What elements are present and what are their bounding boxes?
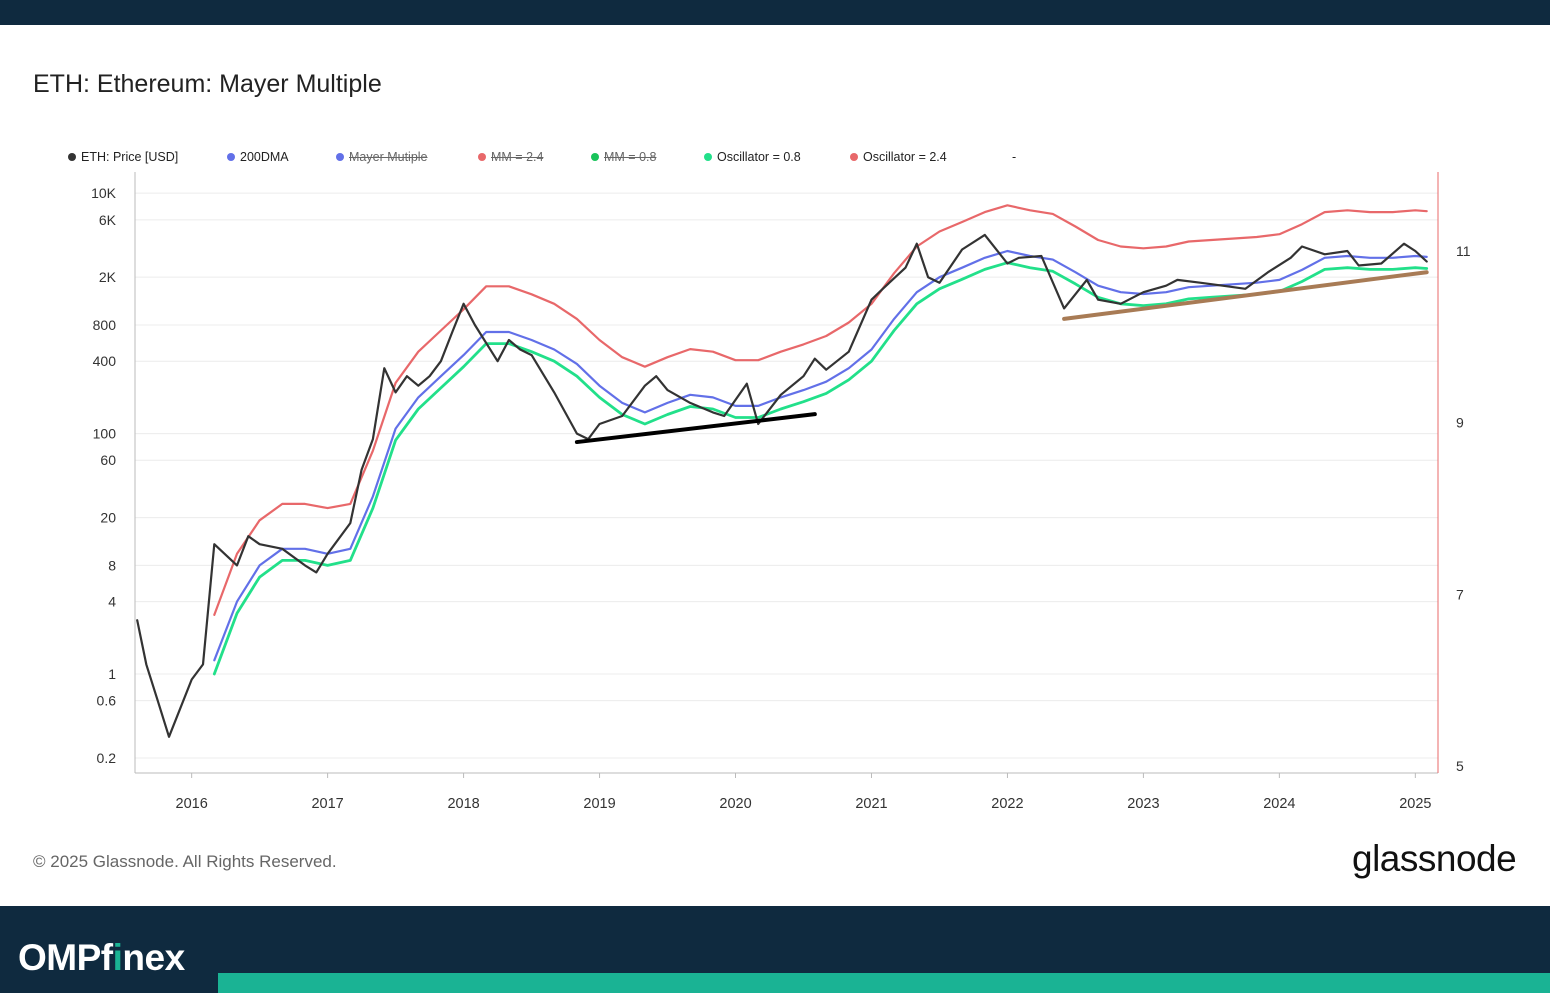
legend-dot-icon [478, 152, 486, 161]
x-tick-label: 2016 [176, 796, 208, 812]
legend-item-mm-2-4[interactable]: MM = 2.4 [478, 150, 543, 164]
y-tick-label: 4 [108, 594, 116, 610]
series-line [213, 204, 1428, 617]
legend-item-eth-price[interactable]: ETH: Price [USD] [68, 150, 178, 164]
legend-label: - [1012, 150, 1017, 164]
y-tick-label: 100 [93, 426, 117, 442]
legend-label: ETH: Price [USD] [81, 150, 179, 164]
y-tick-label: 8 [108, 557, 116, 573]
y-tick-label: 60 [100, 452, 116, 468]
series-line [212, 261, 1429, 676]
top-bar [0, 0, 1550, 25]
ompfinex-logo: OMPfinex [18, 937, 185, 979]
legend-label: Oscillator = 2.4 [863, 150, 947, 164]
legend-item-mayer-multiple[interactable]: Mayer Mutiple [336, 150, 428, 164]
y-tick-label: 2K [99, 269, 117, 285]
y-tick-label: 1 [108, 666, 116, 682]
y-right-tick-label: 11 [1456, 243, 1471, 259]
legend-item-oscillator-0-8[interactable]: Oscillator = 0.8 [704, 150, 801, 164]
logo-rest-text: nex [122, 937, 185, 978]
copyright-text: © 2025 Glassnode. All Rights Reserved. [33, 852, 337, 871]
y-right-tick-label: 9 [1456, 415, 1464, 431]
legend-dot-icon [591, 152, 599, 161]
legend-item-dash: - [1012, 150, 1016, 164]
y-right-tick-label: 5 [1456, 758, 1464, 774]
x-tick-label: 2021 [855, 796, 887, 812]
x-tick-label: 2018 [447, 796, 479, 812]
y-tick-label: 10K [91, 185, 117, 201]
legend-item-mm-0-8[interactable]: MM = 0.8 [591, 150, 656, 164]
legend-label: Oscillator = 0.8 [717, 150, 801, 164]
x-tick-label: 2023 [1127, 796, 1159, 812]
y-tick-label: 20 [100, 510, 116, 526]
trendline-annotation [574, 412, 817, 445]
legend-label: MM = 2.4 [491, 150, 544, 164]
x-tick-label: 2022 [991, 796, 1023, 812]
legend-label: 200DMA [240, 150, 289, 164]
x-tick-label: 2025 [1399, 796, 1431, 812]
legend-dot-icon [336, 152, 344, 161]
y-tick-label: 6K [99, 212, 117, 228]
x-tick-label: 2020 [719, 796, 751, 812]
y-right-tick-label: 7 [1456, 586, 1464, 602]
legend-dot-icon [227, 152, 235, 161]
series-line [213, 249, 1428, 662]
legend-item-200dma[interactable]: 200DMA [227, 150, 289, 164]
glassnode-logo: glassnode [1352, 838, 1517, 879]
series-line [136, 233, 1428, 738]
chart-title: ETH: Ethereum: Mayer Multiple [33, 70, 382, 98]
y-tick-label: 0.6 [97, 693, 117, 709]
legend-label: MM = 0.8 [604, 150, 657, 164]
logo-accent-text: i [112, 937, 123, 978]
legend-label: Mayer Mutiple [349, 150, 428, 164]
x-tick-label: 2019 [583, 796, 615, 812]
legend-dot-icon [704, 152, 712, 161]
y-tick-label: 800 [93, 317, 117, 333]
logo-main-text: OMPf [18, 937, 113, 978]
footer-accent-bar [218, 973, 1550, 993]
x-tick-label: 2024 [1263, 796, 1295, 812]
legend-dot-icon [68, 152, 76, 161]
trendline-annotation [1062, 270, 1429, 321]
legend-dot-icon [850, 152, 858, 161]
legend-item-oscillator-2-4[interactable]: Oscillator = 2.4 [850, 150, 947, 164]
y-tick-label: 0.2 [97, 750, 117, 766]
x-tick-label: 2017 [311, 796, 343, 812]
y-tick-label: 400 [93, 353, 117, 369]
